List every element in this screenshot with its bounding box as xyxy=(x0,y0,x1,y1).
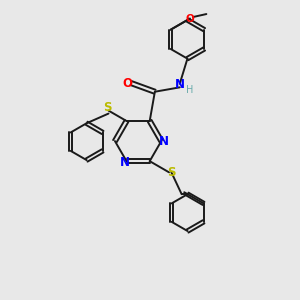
Text: O: O xyxy=(186,14,194,23)
Text: O: O xyxy=(123,76,133,90)
Text: N: N xyxy=(159,135,169,148)
Text: S: S xyxy=(103,101,111,114)
Text: H: H xyxy=(186,85,193,95)
Text: N: N xyxy=(175,79,185,92)
Text: S: S xyxy=(167,166,176,179)
Text: N: N xyxy=(120,156,130,169)
